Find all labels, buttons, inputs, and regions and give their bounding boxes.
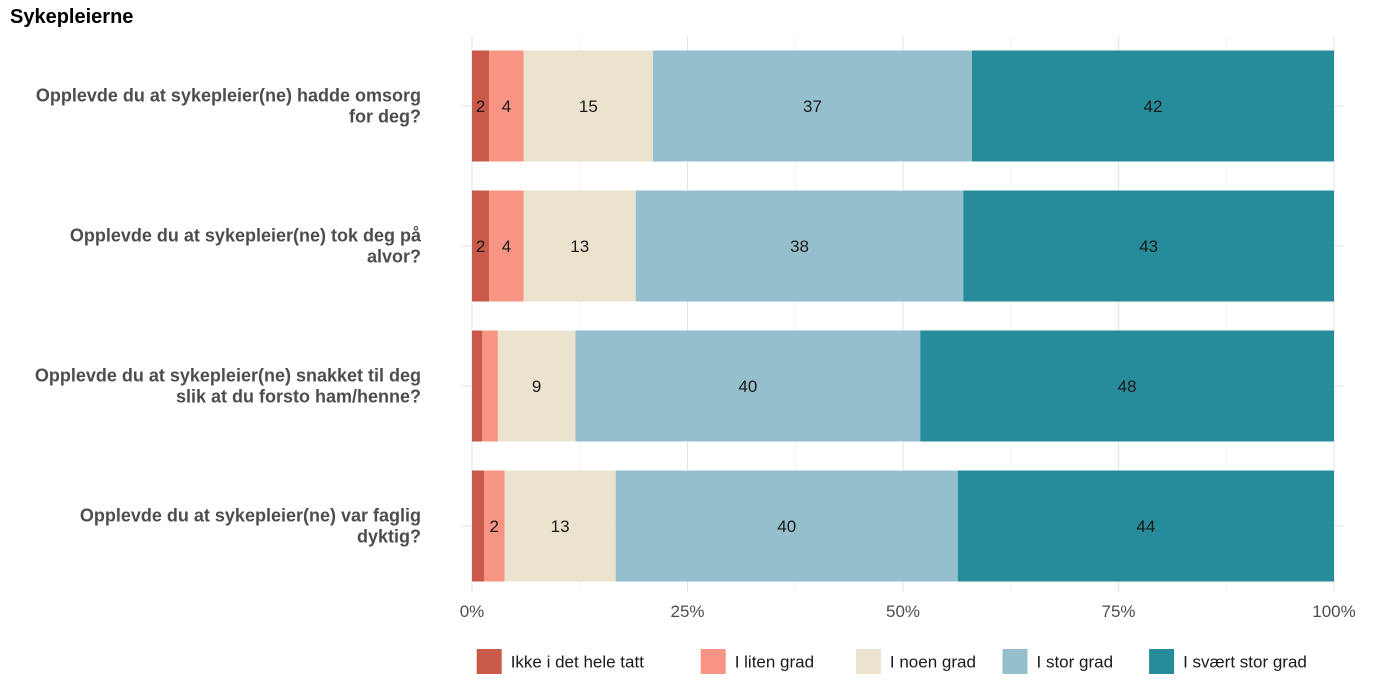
- legend: Ikke i det hele tatt I liten grad I noen g…: [476, 649, 1307, 674]
- category-label: dyktig?: [357, 527, 421, 547]
- bar-segment: [489, 190, 524, 302]
- bar-segment: [483, 470, 505, 582]
- category-label: for deg?: [349, 107, 421, 127]
- bar-segment: [523, 50, 654, 162]
- data-label: 13: [551, 517, 570, 536]
- legend-swatch: [1002, 649, 1028, 674]
- data-label: 40: [777, 517, 796, 536]
- data-label: 40: [738, 377, 757, 396]
- data-label: 2: [476, 97, 485, 116]
- data-label: 48: [1118, 377, 1137, 396]
- category-label: slik at du forsto ham/henne?: [176, 387, 421, 407]
- chart-title: Sykepleierne: [10, 6, 134, 28]
- bar-segment: [615, 470, 958, 582]
- bar-segment: [472, 330, 483, 442]
- x-tick-label: 25%: [670, 602, 704, 621]
- legend-swatch: [476, 649, 502, 674]
- data-label: 4: [502, 237, 511, 256]
- x-tick-label: 50%: [886, 602, 920, 621]
- bar-segment: [523, 190, 636, 302]
- bar-segment: [472, 190, 490, 302]
- category-label: alvor?: [367, 247, 421, 267]
- bar-segment: [963, 190, 1334, 302]
- category-label: Opplevde du at sykepleier(ne) tok deg på: [70, 226, 422, 246]
- bar-segment: [472, 470, 484, 582]
- category-label: Opplevde du at sykepleier(ne) hadde omso…: [36, 86, 421, 106]
- bar-segment: [635, 190, 964, 302]
- bar-segment: [971, 50, 1334, 162]
- data-label: 9: [532, 377, 541, 396]
- legend-label: Ikke i det hele tatt: [511, 653, 645, 672]
- bar-segment: [920, 330, 1334, 442]
- bar-segment: [653, 50, 972, 162]
- bars: [472, 50, 1334, 582]
- legend-swatch: [855, 649, 881, 674]
- data-label: 13: [570, 237, 589, 256]
- x-tick-label: 100%: [1312, 602, 1355, 621]
- bar-segment: [575, 330, 921, 442]
- data-label: 38: [790, 237, 809, 256]
- bar-segment: [957, 470, 1334, 582]
- category-label: Opplevde du at sykepleier(ne) var faglig: [80, 506, 421, 526]
- category-label: Opplevde du at sykepleier(ne) snakket ti…: [35, 366, 421, 386]
- bar-segment: [497, 330, 576, 442]
- legend-swatch: [1149, 649, 1175, 674]
- category-labels: Opplevde du at sykepleier(ne) hadde omso…: [35, 86, 422, 547]
- legend-label: I noen grad: [890, 653, 976, 672]
- legend-label: I liten grad: [735, 653, 814, 672]
- data-label: 15: [579, 97, 598, 116]
- legend-label: I svært stor grad: [1183, 653, 1307, 672]
- legend-label: I stor grad: [1037, 653, 1114, 672]
- x-tick-label: 0%: [460, 602, 485, 621]
- data-label: 4: [502, 97, 511, 116]
- data-label: 37: [803, 97, 822, 116]
- data-label: 44: [1136, 517, 1155, 536]
- data-label: 43: [1139, 237, 1158, 256]
- data-labels: 2 4 15 37 422 4 13 38 439 40 482 13 40 44: [476, 97, 1163, 536]
- data-label: 42: [1144, 97, 1163, 116]
- bar-segment: [504, 470, 616, 582]
- bar-segment: [472, 50, 490, 162]
- data-label: 2: [489, 517, 498, 536]
- legend-swatch: [700, 649, 726, 674]
- x-tick-label: 75%: [1101, 602, 1135, 621]
- x-axis-ticks: 0% 25% 50% 75% 100%: [460, 602, 1356, 621]
- bar-segment: [482, 330, 498, 442]
- data-label: 2: [476, 237, 485, 256]
- bar-segment: [489, 50, 524, 162]
